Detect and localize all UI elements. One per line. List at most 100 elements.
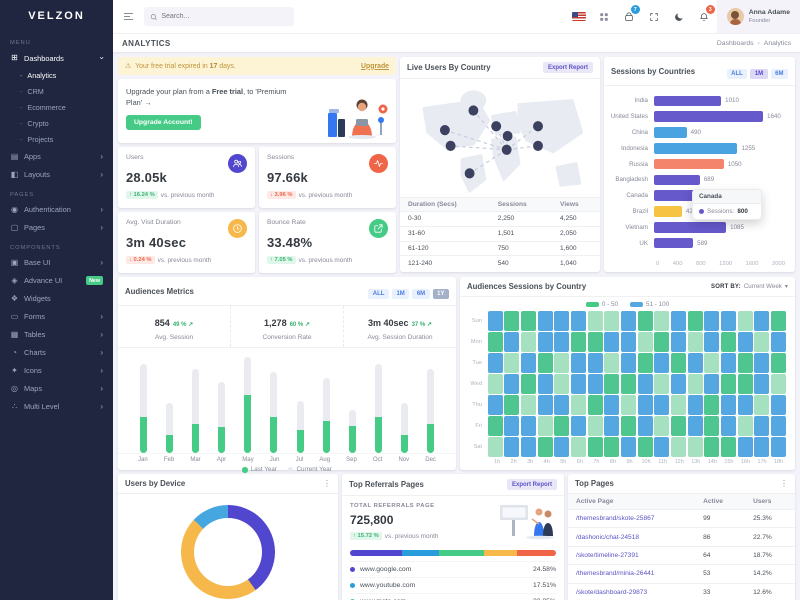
heatmap-cell[interactable] xyxy=(654,437,670,458)
sidebar-subitem-analytics[interactable]: Analytics xyxy=(0,67,113,83)
heatmap-cell[interactable] xyxy=(770,437,787,458)
range-button-all[interactable]: ALL xyxy=(726,69,748,79)
heatmap-cell[interactable] xyxy=(720,332,737,352)
heatmap-cell[interactable] xyxy=(687,437,703,458)
heatmap-cell[interactable] xyxy=(754,353,770,373)
heatmap-cell[interactable] xyxy=(637,311,653,331)
app-logo[interactable]: VELZON xyxy=(28,10,85,22)
heatmap-cell[interactable] xyxy=(537,353,553,373)
language-flag-icon[interactable] xyxy=(567,0,592,33)
sort-by-dropdown[interactable]: SORT BY: Current Week ▾ xyxy=(711,283,788,290)
bar[interactable] xyxy=(654,111,764,122)
breadcrumb-item[interactable]: Analytics xyxy=(763,39,791,47)
heatmap-cell[interactable] xyxy=(720,416,737,436)
heatmap-cell[interactable] xyxy=(604,332,620,352)
heatmap-cell[interactable] xyxy=(604,353,620,373)
bar[interactable] xyxy=(654,127,687,138)
heatmap-cell[interactable] xyxy=(520,353,537,373)
heatmap-cell[interactable] xyxy=(537,437,553,458)
stacked-bar-dec[interactable] xyxy=(427,368,435,454)
sidebar-item-charts[interactable]: ◔ Charts › xyxy=(0,344,113,362)
heatmap-cell[interactable] xyxy=(637,416,653,436)
heatmap-cell[interactable] xyxy=(704,374,720,394)
sidebar-item-layouts[interactable]: ◧ Layouts › xyxy=(0,166,113,184)
notifications-bell-icon[interactable]: 3 xyxy=(692,0,717,33)
heatmap-cell[interactable] xyxy=(537,395,553,415)
page-link[interactable]: /dashonic/chat-24518 xyxy=(568,527,696,547)
stacked-bar-may[interactable] xyxy=(244,356,252,454)
heatmap-cell[interactable] xyxy=(737,311,753,331)
stacked-bar-jun[interactable] xyxy=(270,372,278,454)
sidebar-item-advance-ui[interactable]: ◈ Advance UI New xyxy=(0,272,113,290)
page-link[interactable]: /themesbrand/skote-25867 xyxy=(568,508,696,528)
heatmap-cell[interactable] xyxy=(487,416,503,436)
heatmap-cell[interactable] xyxy=(554,311,570,331)
heatmap-cell[interactable] xyxy=(570,311,587,331)
sidebar-item-base-ui[interactable]: ▣ Base UI › xyxy=(0,254,113,272)
heatmap-cell[interactable] xyxy=(687,395,703,415)
heatmap-cell[interactable] xyxy=(770,332,787,352)
heatmap-cell[interactable] xyxy=(770,374,787,394)
referral-site[interactable]: www.meta.com xyxy=(360,598,406,600)
heatmap-cell[interactable] xyxy=(720,353,737,373)
more-menu-icon[interactable]: ⋮ xyxy=(323,478,331,488)
heatmap-legend-item[interactable]: 0 - 50 xyxy=(585,301,618,308)
sidebar-item-tables[interactable]: ▦ Tables › xyxy=(0,326,113,344)
sidebar-item-multi-level[interactable]: ∴ Multi Level › xyxy=(0,398,113,416)
heatmap-cell[interactable] xyxy=(637,437,653,458)
sidebar-item-authentication[interactable]: ◉ Authentication › xyxy=(0,201,113,219)
heatmap-cell[interactable] xyxy=(654,416,670,436)
map-marker[interactable] xyxy=(502,130,513,142)
heatmap-cell[interactable] xyxy=(720,395,737,415)
heatmap-cell[interactable] xyxy=(754,374,770,394)
heatmap-cell[interactable] xyxy=(587,437,603,458)
heatmap-cell[interactable] xyxy=(620,311,637,331)
heatmap-cell[interactable] xyxy=(620,353,637,373)
heatmap-cell[interactable] xyxy=(670,395,687,415)
heatmap-cell[interactable] xyxy=(520,311,537,331)
heatmap-cell[interactable] xyxy=(604,416,620,436)
heatmap-cell[interactable] xyxy=(687,353,703,373)
heatmap-cell[interactable] xyxy=(770,311,787,331)
heatmap-cell[interactable] xyxy=(520,416,537,436)
heatmap-cell[interactable] xyxy=(520,437,537,458)
heatmap-cell[interactable] xyxy=(654,395,670,415)
heatmap-cell[interactable] xyxy=(537,416,553,436)
heatmap-cell[interactable] xyxy=(770,395,787,415)
heatmap-cell[interactable] xyxy=(587,395,603,415)
upgrade-account-button[interactable]: Upgrade Account! xyxy=(126,115,201,131)
heatmap-cell[interactable] xyxy=(737,395,753,415)
breadcrumb-item[interactable]: Dashboards xyxy=(716,39,754,47)
heatmap-cell[interactable] xyxy=(720,374,737,394)
heatmap-cell[interactable] xyxy=(537,374,553,394)
heatmap-cell[interactable] xyxy=(587,311,603,331)
legend-item-last-year[interactable]: Last Year xyxy=(242,466,277,473)
heatmap-cell[interactable] xyxy=(670,353,687,373)
sidebar-subitem-ecommerce[interactable]: Ecommerce xyxy=(0,99,113,115)
range-button-6m[interactable]: 6M xyxy=(412,289,430,299)
sidebar-item-apps[interactable]: ▤ Apps › xyxy=(0,148,113,166)
stacked-bar-jan[interactable] xyxy=(139,364,147,454)
referral-site[interactable]: www.youtube.com xyxy=(360,582,416,589)
bar[interactable] xyxy=(654,190,708,201)
range-button-1m[interactable]: 1M xyxy=(391,289,410,299)
heatmap-cell[interactable] xyxy=(504,395,520,415)
heatmap-cell[interactable] xyxy=(570,332,587,352)
heatmap-cell[interactable] xyxy=(670,332,687,352)
heatmap-cell[interactable] xyxy=(704,311,720,331)
map-marker[interactable] xyxy=(439,125,450,136)
heatmap-cell[interactable] xyxy=(620,437,637,458)
range-button-all[interactable]: ALL xyxy=(368,289,389,299)
heatmap-cell[interactable] xyxy=(720,311,737,331)
heatmap-cell[interactable] xyxy=(704,332,720,352)
range-button-6m[interactable]: 6M xyxy=(770,69,788,79)
heatmap-cell[interactable] xyxy=(654,332,670,352)
stacked-bar-nov[interactable] xyxy=(401,402,409,454)
heatmap-cell[interactable] xyxy=(737,437,753,458)
sidebar-item-dashboards[interactable]: ⊞ Dashboards › xyxy=(0,49,113,67)
heatmap-cell[interactable] xyxy=(687,332,703,352)
hamburger-menu-icon[interactable] xyxy=(121,10,136,24)
heatmap-cell[interactable] xyxy=(537,332,553,352)
heatmap-legend-item[interactable]: 51 - 100 xyxy=(630,301,669,308)
export-report-button[interactable]: Export Report xyxy=(542,62,593,73)
